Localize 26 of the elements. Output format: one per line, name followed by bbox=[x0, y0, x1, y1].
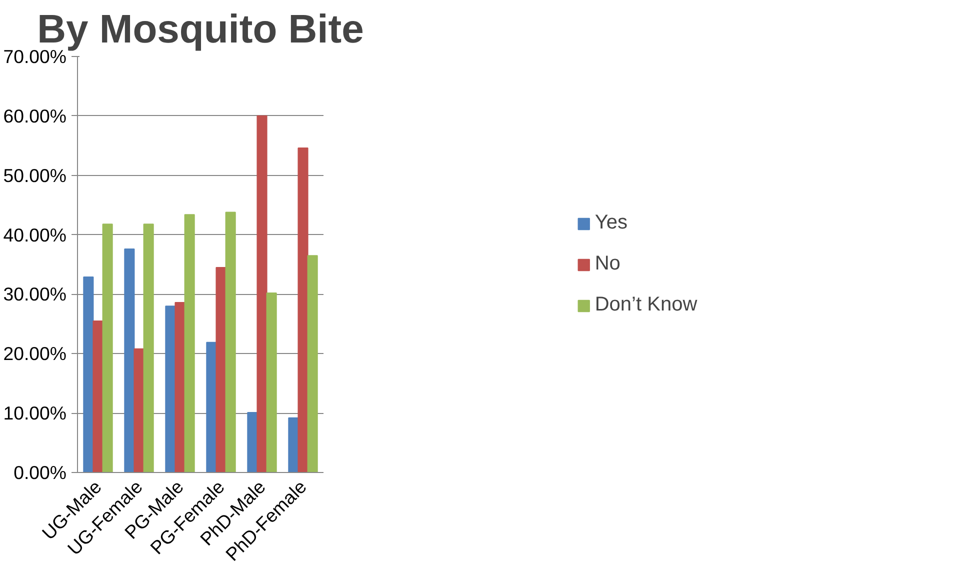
bar bbox=[184, 214, 195, 472]
y-tick-label: 60.00% bbox=[3, 105, 67, 126]
bar bbox=[92, 320, 104, 472]
y-tick-label: 20.00% bbox=[3, 343, 67, 364]
bar bbox=[216, 266, 226, 472]
bar bbox=[165, 306, 176, 472]
y-tick-label: 30.00% bbox=[3, 284, 67, 305]
bar bbox=[256, 115, 268, 472]
legend-label: No bbox=[594, 252, 620, 276]
bar bbox=[206, 342, 217, 472]
y-tick-label: 0.00% bbox=[14, 462, 67, 483]
legend-label: Don’t Know bbox=[594, 294, 698, 316]
y-tick-label: 50.00% bbox=[3, 164, 67, 186]
bar bbox=[174, 302, 186, 472]
bar bbox=[83, 276, 94, 472]
legend-label: Yes bbox=[594, 212, 628, 234]
y-tick-label: 40.00% bbox=[3, 224, 67, 246]
bar bbox=[266, 292, 277, 472]
bar bbox=[102, 224, 113, 472]
bar bbox=[124, 248, 135, 472]
bar bbox=[143, 224, 154, 472]
bar bbox=[298, 148, 308, 472]
y-tick-label: 10.00% bbox=[3, 402, 67, 424]
bar bbox=[134, 348, 144, 472]
bar bbox=[225, 212, 236, 472]
bar bbox=[307, 255, 318, 472]
